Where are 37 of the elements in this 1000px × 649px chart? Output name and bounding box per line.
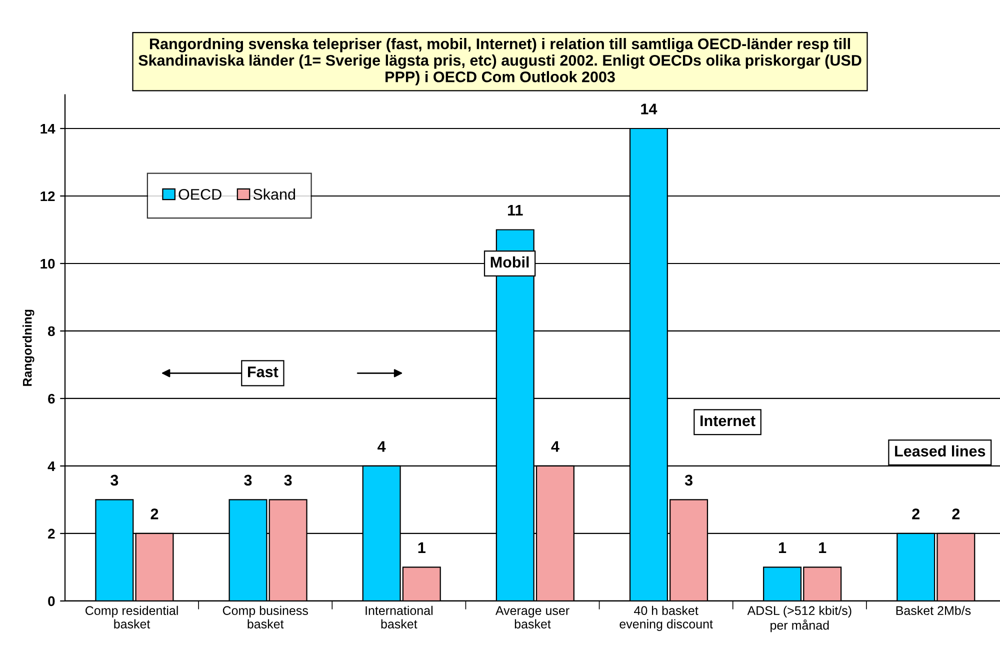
data-label: 14 bbox=[641, 104, 658, 114]
y-tick-label: 14 bbox=[40, 124, 56, 134]
x-tick-label: Basket 2Mb/s bbox=[896, 606, 971, 616]
legend-label: Skand bbox=[253, 188, 296, 200]
y-tick-label: 8 bbox=[48, 326, 55, 336]
legend-label: OECD bbox=[178, 188, 222, 200]
y-axis-title: Rangordning bbox=[22, 310, 34, 386]
annotation: Internet bbox=[700, 416, 756, 426]
annotation: Mobil bbox=[490, 256, 529, 268]
x-tick-label: Comp residential basket bbox=[86, 606, 178, 628]
data-label: 2 bbox=[912, 508, 920, 520]
data-label: 1 bbox=[819, 542, 826, 553]
y-tick-label: 0 bbox=[48, 596, 55, 606]
annotation: Leased lines bbox=[895, 445, 986, 457]
annotation: Fast bbox=[248, 366, 278, 378]
y-tick-label: 4 bbox=[48, 461, 56, 472]
x-tick-label: Average user basket bbox=[495, 606, 570, 628]
x-tick-label: Comp business basket bbox=[222, 606, 308, 628]
data-label: 2 bbox=[150, 508, 158, 520]
data-label: 1 bbox=[778, 542, 786, 553]
x-tick-label: 40 h basket evening discount bbox=[620, 606, 713, 631]
chart-title: Rangordning svenska telepriser (fast, mobil, Internet) i relation till samtliga OECD-länder resp till Skandinaviska länder (1= Sverige lägsta pris, etc) augusti 2002. Enligt OECDs olika priskorgar (USD PPP) i OECD Com Outlook 2003 bbox=[138, 38, 862, 86]
y-tick-label: 10 bbox=[40, 258, 55, 269]
data-label: 4 bbox=[378, 441, 386, 452]
y-tick-label: 2 bbox=[48, 528, 55, 539]
y-tick-label: 6 bbox=[48, 394, 55, 404]
y-tick-label: 12 bbox=[40, 191, 55, 202]
x-tick-label: International basket bbox=[366, 606, 432, 628]
data-label: 3 bbox=[244, 474, 252, 486]
data-label: 3 bbox=[684, 474, 692, 486]
data-label: 1 bbox=[418, 542, 426, 553]
data-label: 11 bbox=[508, 204, 523, 216]
x-tick-label: ADSL (>512 kbit/s) per månad bbox=[747, 606, 852, 632]
data-label: 3 bbox=[110, 474, 118, 486]
data-label: 3 bbox=[284, 474, 292, 486]
data-label: 2 bbox=[952, 508, 960, 520]
data-label: 4 bbox=[551, 441, 560, 452]
